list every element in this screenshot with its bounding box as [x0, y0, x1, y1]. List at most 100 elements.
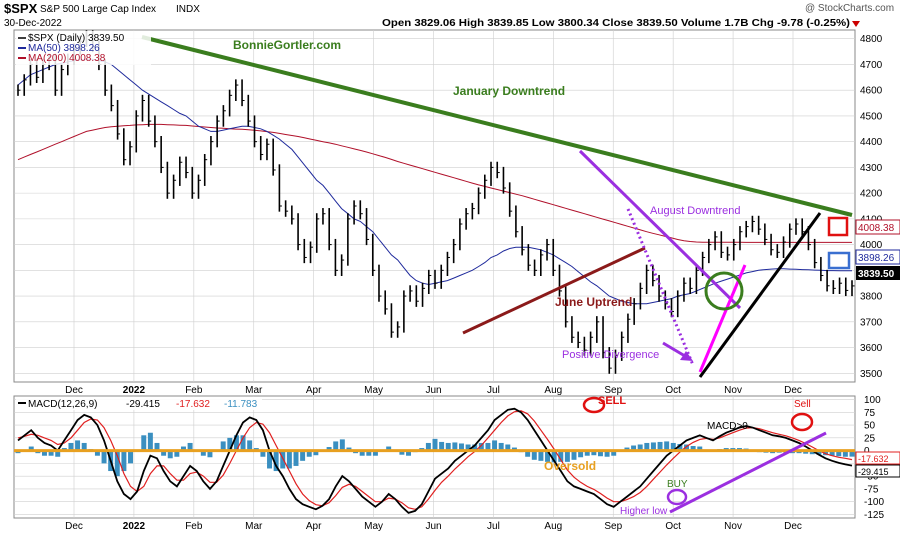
histogram-bar — [637, 444, 643, 451]
legend-ma200: MA(200) 4008.38 — [28, 53, 106, 64]
histogram-bar — [505, 444, 511, 451]
price-tick-label: 4200 — [860, 189, 883, 200]
arrow-icon — [680, 351, 693, 361]
x-tick-label: Jun — [425, 385, 441, 396]
chart-date: 30-Dec-2022 — [4, 18, 62, 29]
price-bars — [17, 30, 855, 374]
site-label: BonnieGortler.com — [233, 38, 341, 52]
price-legend: $SPX (Daily) 3839.50 MA(50) 3898.26 MA(2… — [16, 31, 151, 65]
histogram-bar — [187, 442, 193, 451]
price-tick-label: 4300 — [860, 163, 883, 174]
price-tick-label: 3600 — [860, 343, 883, 354]
buy-label: BUY — [667, 479, 688, 490]
histogram-bar — [439, 441, 445, 451]
macd-above-zero-label: MACD>0 — [707, 421, 748, 432]
histogram-bar — [597, 450, 603, 457]
histogram-bar — [220, 441, 226, 451]
histogram-bar — [677, 443, 683, 451]
histogram-bar — [611, 450, 617, 456]
histogram-bar — [551, 450, 557, 463]
x-tick-label: 2022 — [123, 385, 146, 396]
macd-tick-label: -125 — [864, 510, 884, 521]
histogram-bar — [101, 450, 107, 464]
macd-legend-label: MACD(12,26,9) — [28, 399, 97, 410]
histogram-bar — [114, 450, 120, 477]
histogram-bar — [372, 450, 378, 456]
histogram-bar — [492, 440, 498, 451]
histogram-bar — [511, 447, 517, 451]
ma200-tag: 4008.38 — [858, 223, 895, 234]
price-tick-label: 3500 — [860, 369, 883, 380]
january-downtrend-label: January Downtrend — [453, 84, 565, 98]
x-tick-label: Mar — [245, 385, 263, 396]
macd-tags: -17.632 -29.415 — [855, 451, 900, 478]
histogram-bar — [128, 450, 134, 464]
histogram-bar — [690, 446, 696, 451]
histogram-bar — [432, 438, 438, 451]
histogram-bar — [68, 442, 74, 451]
macd-tick-label: 25 — [864, 433, 876, 444]
histogram-bar — [591, 450, 597, 456]
ma200-line — [17, 123, 852, 243]
histogram-bar — [180, 446, 186, 451]
histogram-bar — [631, 445, 637, 451]
histogram-bar — [452, 442, 458, 451]
exchange: INDX — [176, 4, 200, 15]
histogram-bar — [346, 447, 352, 451]
x-tick-label: Apr — [306, 385, 322, 396]
august-downtrend-label: August Downtrend — [650, 205, 741, 217]
price-tick-label: 4700 — [860, 60, 883, 71]
x-tick-label: Mar — [245, 521, 263, 532]
price-tick-label: 4600 — [860, 86, 883, 97]
price-tick-label: 3800 — [860, 292, 883, 303]
x-tick-label: Oct — [665, 521, 681, 532]
ma200-marker-box — [827, 216, 849, 237]
ohlc-summary: Open 3829.06 High 3839.85 Low 3800.34 Cl… — [382, 18, 850, 29]
macd-legend-value-3: -11.783 — [224, 399, 258, 410]
histogram-bar — [657, 441, 663, 451]
price-tick-label: 4000 — [860, 240, 883, 251]
histogram-bar — [650, 442, 656, 451]
histogram-bar — [584, 450, 590, 456]
histogram-bar — [359, 450, 365, 456]
histogram-bar — [247, 440, 253, 451]
close-tag: 3839.50 — [858, 269, 895, 280]
histogram-bar — [478, 442, 484, 451]
histogram-bar — [425, 442, 431, 451]
x-axis-top: Dec 2022 Feb Mar Apr May Jun Jul Aug Sep Oct Nov Dec — [65, 385, 802, 396]
histogram-bar — [836, 450, 842, 457]
histogram-bar — [200, 450, 206, 456]
histogram-bar — [803, 450, 809, 454]
macd-legend-value-2: -17.632 — [176, 399, 210, 410]
x-tick-label: May — [364, 521, 383, 532]
histogram-bar — [75, 440, 81, 451]
histogram-bar — [624, 447, 630, 451]
histogram-bar — [240, 435, 246, 451]
histogram-bar — [366, 450, 372, 456]
x-tick-label: Jul — [487, 521, 500, 532]
ma50-tag: 3898.26 — [858, 253, 895, 264]
x-tick-label: Dec — [65, 521, 83, 532]
macd-tick-label: -75 — [864, 484, 879, 495]
histogram-bar — [161, 450, 167, 456]
histogram-bar — [564, 450, 570, 462]
histogram-bar — [94, 450, 100, 456]
x-tick-label: Feb — [185, 521, 203, 532]
x-tick-label: Dec — [65, 385, 83, 396]
histogram-bar — [538, 450, 544, 461]
histogram-bar — [81, 442, 87, 451]
macd-tick-label: -100 — [864, 497, 884, 508]
june-uptrend-line — [462, 246, 646, 335]
histogram-bar — [664, 441, 670, 451]
down-arrow-icon — [852, 21, 860, 27]
histogram-bar — [670, 442, 676, 451]
signal-tag: -17.632 — [858, 454, 889, 464]
histogram-bar — [525, 450, 531, 457]
x-tick-label: Nov — [724, 385, 742, 396]
x-tick-label: Oct — [665, 385, 681, 396]
histogram-bar — [167, 450, 173, 459]
histogram-bar — [273, 450, 279, 472]
sell-label: SELL — [598, 395, 626, 407]
